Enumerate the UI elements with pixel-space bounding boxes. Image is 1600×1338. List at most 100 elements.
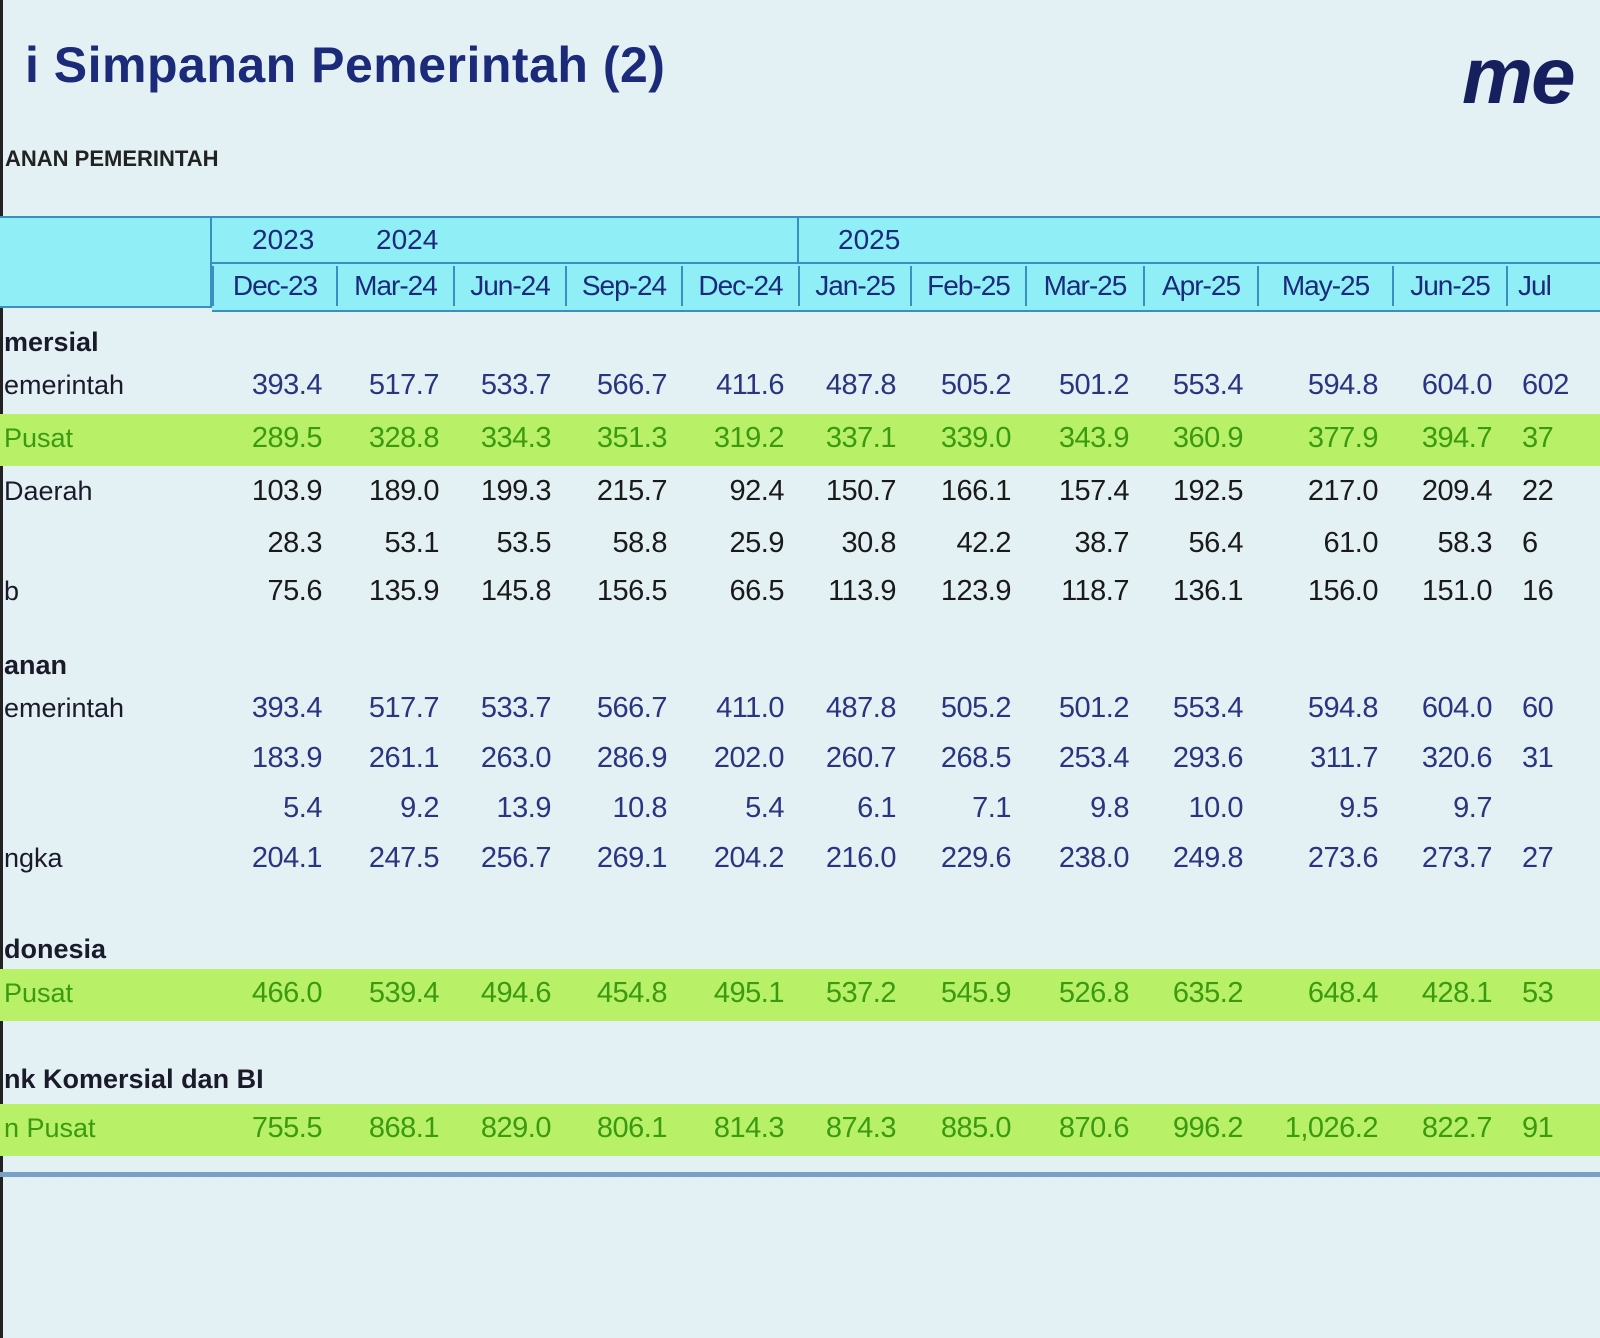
table-cell: 6 bbox=[1522, 527, 1538, 559]
table-cell: 411.0 bbox=[716, 692, 784, 724]
header-divider bbox=[212, 262, 1600, 264]
table-cell: 253.4 bbox=[1058, 742, 1130, 774]
table-cell: 393.4 bbox=[251, 692, 323, 724]
column-header: Jan-25 bbox=[798, 266, 910, 306]
table-cell: 602 bbox=[1522, 369, 1569, 401]
table-cell: 394.7 bbox=[1421, 422, 1493, 454]
table-cell: 189.0 bbox=[368, 475, 440, 507]
table-cell: 289.5 bbox=[251, 422, 323, 454]
table-cell: 202.0 bbox=[713, 742, 785, 774]
table-cell: 60 bbox=[1522, 692, 1554, 724]
row-label: emerintah bbox=[4, 370, 125, 400]
table-cell: 42.2 bbox=[956, 527, 1012, 559]
year-divider bbox=[797, 216, 799, 264]
table-cell: 537.2 bbox=[825, 977, 897, 1009]
table-cell: 166.1 bbox=[940, 475, 1012, 507]
table-cell: 56.4 bbox=[1188, 527, 1244, 559]
table-cell: 22 bbox=[1522, 475, 1554, 507]
table-cell: 328.8 bbox=[368, 422, 440, 454]
table-cell: 360.9 bbox=[1172, 422, 1244, 454]
row-label: Pusat bbox=[4, 978, 74, 1008]
table-cell: 566.7 bbox=[596, 369, 668, 401]
table-cell: 199.3 bbox=[480, 475, 552, 507]
table-cell: 9.5 bbox=[1339, 792, 1378, 824]
table-cell: 7.1 bbox=[972, 792, 1011, 824]
year-label: 2023 bbox=[252, 224, 315, 255]
table-cell: 755.5 bbox=[251, 1112, 323, 1144]
column-header: Apr-25 bbox=[1143, 266, 1257, 306]
table-cell: 91 bbox=[1522, 1112, 1554, 1144]
table-cell: 311.7 bbox=[1310, 742, 1378, 774]
table-cell: 868.1 bbox=[368, 1112, 440, 1144]
table-cell: 75.6 bbox=[267, 575, 323, 607]
table-cell: 505.2 bbox=[940, 369, 1012, 401]
table-cell: 5.4 bbox=[745, 792, 784, 824]
table-cell: 9.7 bbox=[1453, 792, 1492, 824]
table-cell: 806.1 bbox=[596, 1112, 668, 1144]
table-cell: 135.9 bbox=[368, 575, 440, 607]
table-cell: 58.8 bbox=[612, 527, 668, 559]
table-cell: 10.0 bbox=[1188, 792, 1244, 824]
table-cell: 487.8 bbox=[825, 692, 897, 724]
table-cell: 263.0 bbox=[480, 742, 552, 774]
table-cell: 30.8 bbox=[841, 527, 897, 559]
table-cell: 501.2 bbox=[1058, 692, 1130, 724]
table-cell: 594.8 bbox=[1307, 692, 1379, 724]
table-cell: 454.8 bbox=[596, 977, 668, 1009]
column-header: Jul bbox=[1506, 266, 1600, 306]
table-cell: 411.6 bbox=[716, 369, 784, 401]
table-cell: 594.8 bbox=[1307, 369, 1379, 401]
table-cell: 66.5 bbox=[729, 575, 785, 607]
table-cell: 351.3 bbox=[596, 422, 668, 454]
table-cell: 829.0 bbox=[480, 1112, 552, 1144]
table-cell: 553.4 bbox=[1172, 369, 1244, 401]
table-cell: 156.0 bbox=[1307, 575, 1379, 607]
table-cell: 870.6 bbox=[1058, 1112, 1130, 1144]
table-cell: 517.7 bbox=[368, 692, 440, 724]
table-cell: 209.4 bbox=[1421, 475, 1493, 507]
table-cell: 192.5 bbox=[1172, 475, 1244, 507]
row-label: n Pusat bbox=[4, 1113, 96, 1143]
table-cell: 156.5 bbox=[596, 575, 668, 607]
table-cell: 533.7 bbox=[480, 692, 552, 724]
table-cell: 6.1 bbox=[857, 792, 896, 824]
table-cell: 533.7 bbox=[480, 369, 552, 401]
table-cell: 604.0 bbox=[1421, 692, 1493, 724]
header-label-cell bbox=[0, 216, 212, 308]
table-cell: 183.9 bbox=[251, 742, 323, 774]
table-cell: 553.4 bbox=[1172, 692, 1244, 724]
table-cell: 260.7 bbox=[825, 742, 897, 774]
table-cell: 53.1 bbox=[384, 527, 440, 559]
table-cell: 996.2 bbox=[1172, 1112, 1244, 1144]
table-cell: 204.2 bbox=[713, 842, 785, 874]
table-cell: 539.4 bbox=[368, 977, 440, 1009]
table-cell: 150.7 bbox=[825, 475, 897, 507]
section-title: nk Komersial dan BI bbox=[4, 1064, 264, 1094]
table-cell: 238.0 bbox=[1058, 842, 1130, 874]
table-cell: 1,026.2 bbox=[1284, 1112, 1379, 1144]
table-cell: 58.3 bbox=[1437, 527, 1493, 559]
table-cell: 377.9 bbox=[1307, 422, 1379, 454]
table-cell: 319.2 bbox=[713, 422, 785, 454]
table-cell: 247.5 bbox=[368, 842, 440, 874]
column-header: Dec-23 bbox=[212, 266, 336, 306]
table-cell: 339.0 bbox=[940, 422, 1012, 454]
table-cell: 38.7 bbox=[1074, 527, 1130, 559]
table-cell: 118.7 bbox=[1061, 575, 1129, 607]
table-cell: 566.7 bbox=[596, 692, 668, 724]
table-cell: 293.6 bbox=[1172, 742, 1244, 774]
table-cell: 13.9 bbox=[496, 792, 552, 824]
table-bottom-border bbox=[0, 1172, 1600, 1177]
table-cell: 545.9 bbox=[940, 977, 1012, 1009]
logo: me bbox=[1462, 31, 1576, 120]
row-highlight bbox=[0, 969, 1600, 1021]
row-label: emerintah bbox=[4, 693, 125, 723]
table-cell: 136.1 bbox=[1172, 575, 1244, 607]
table-cell: 822.7 bbox=[1421, 1112, 1493, 1144]
row-label: Daerah bbox=[4, 476, 93, 506]
table-cell: 92.4 bbox=[729, 475, 785, 507]
table-cell: 885.0 bbox=[940, 1112, 1012, 1144]
table-cell: 123.9 bbox=[940, 575, 1012, 607]
section-title: mersial bbox=[4, 327, 99, 357]
table-cell: 648.4 bbox=[1307, 977, 1379, 1009]
